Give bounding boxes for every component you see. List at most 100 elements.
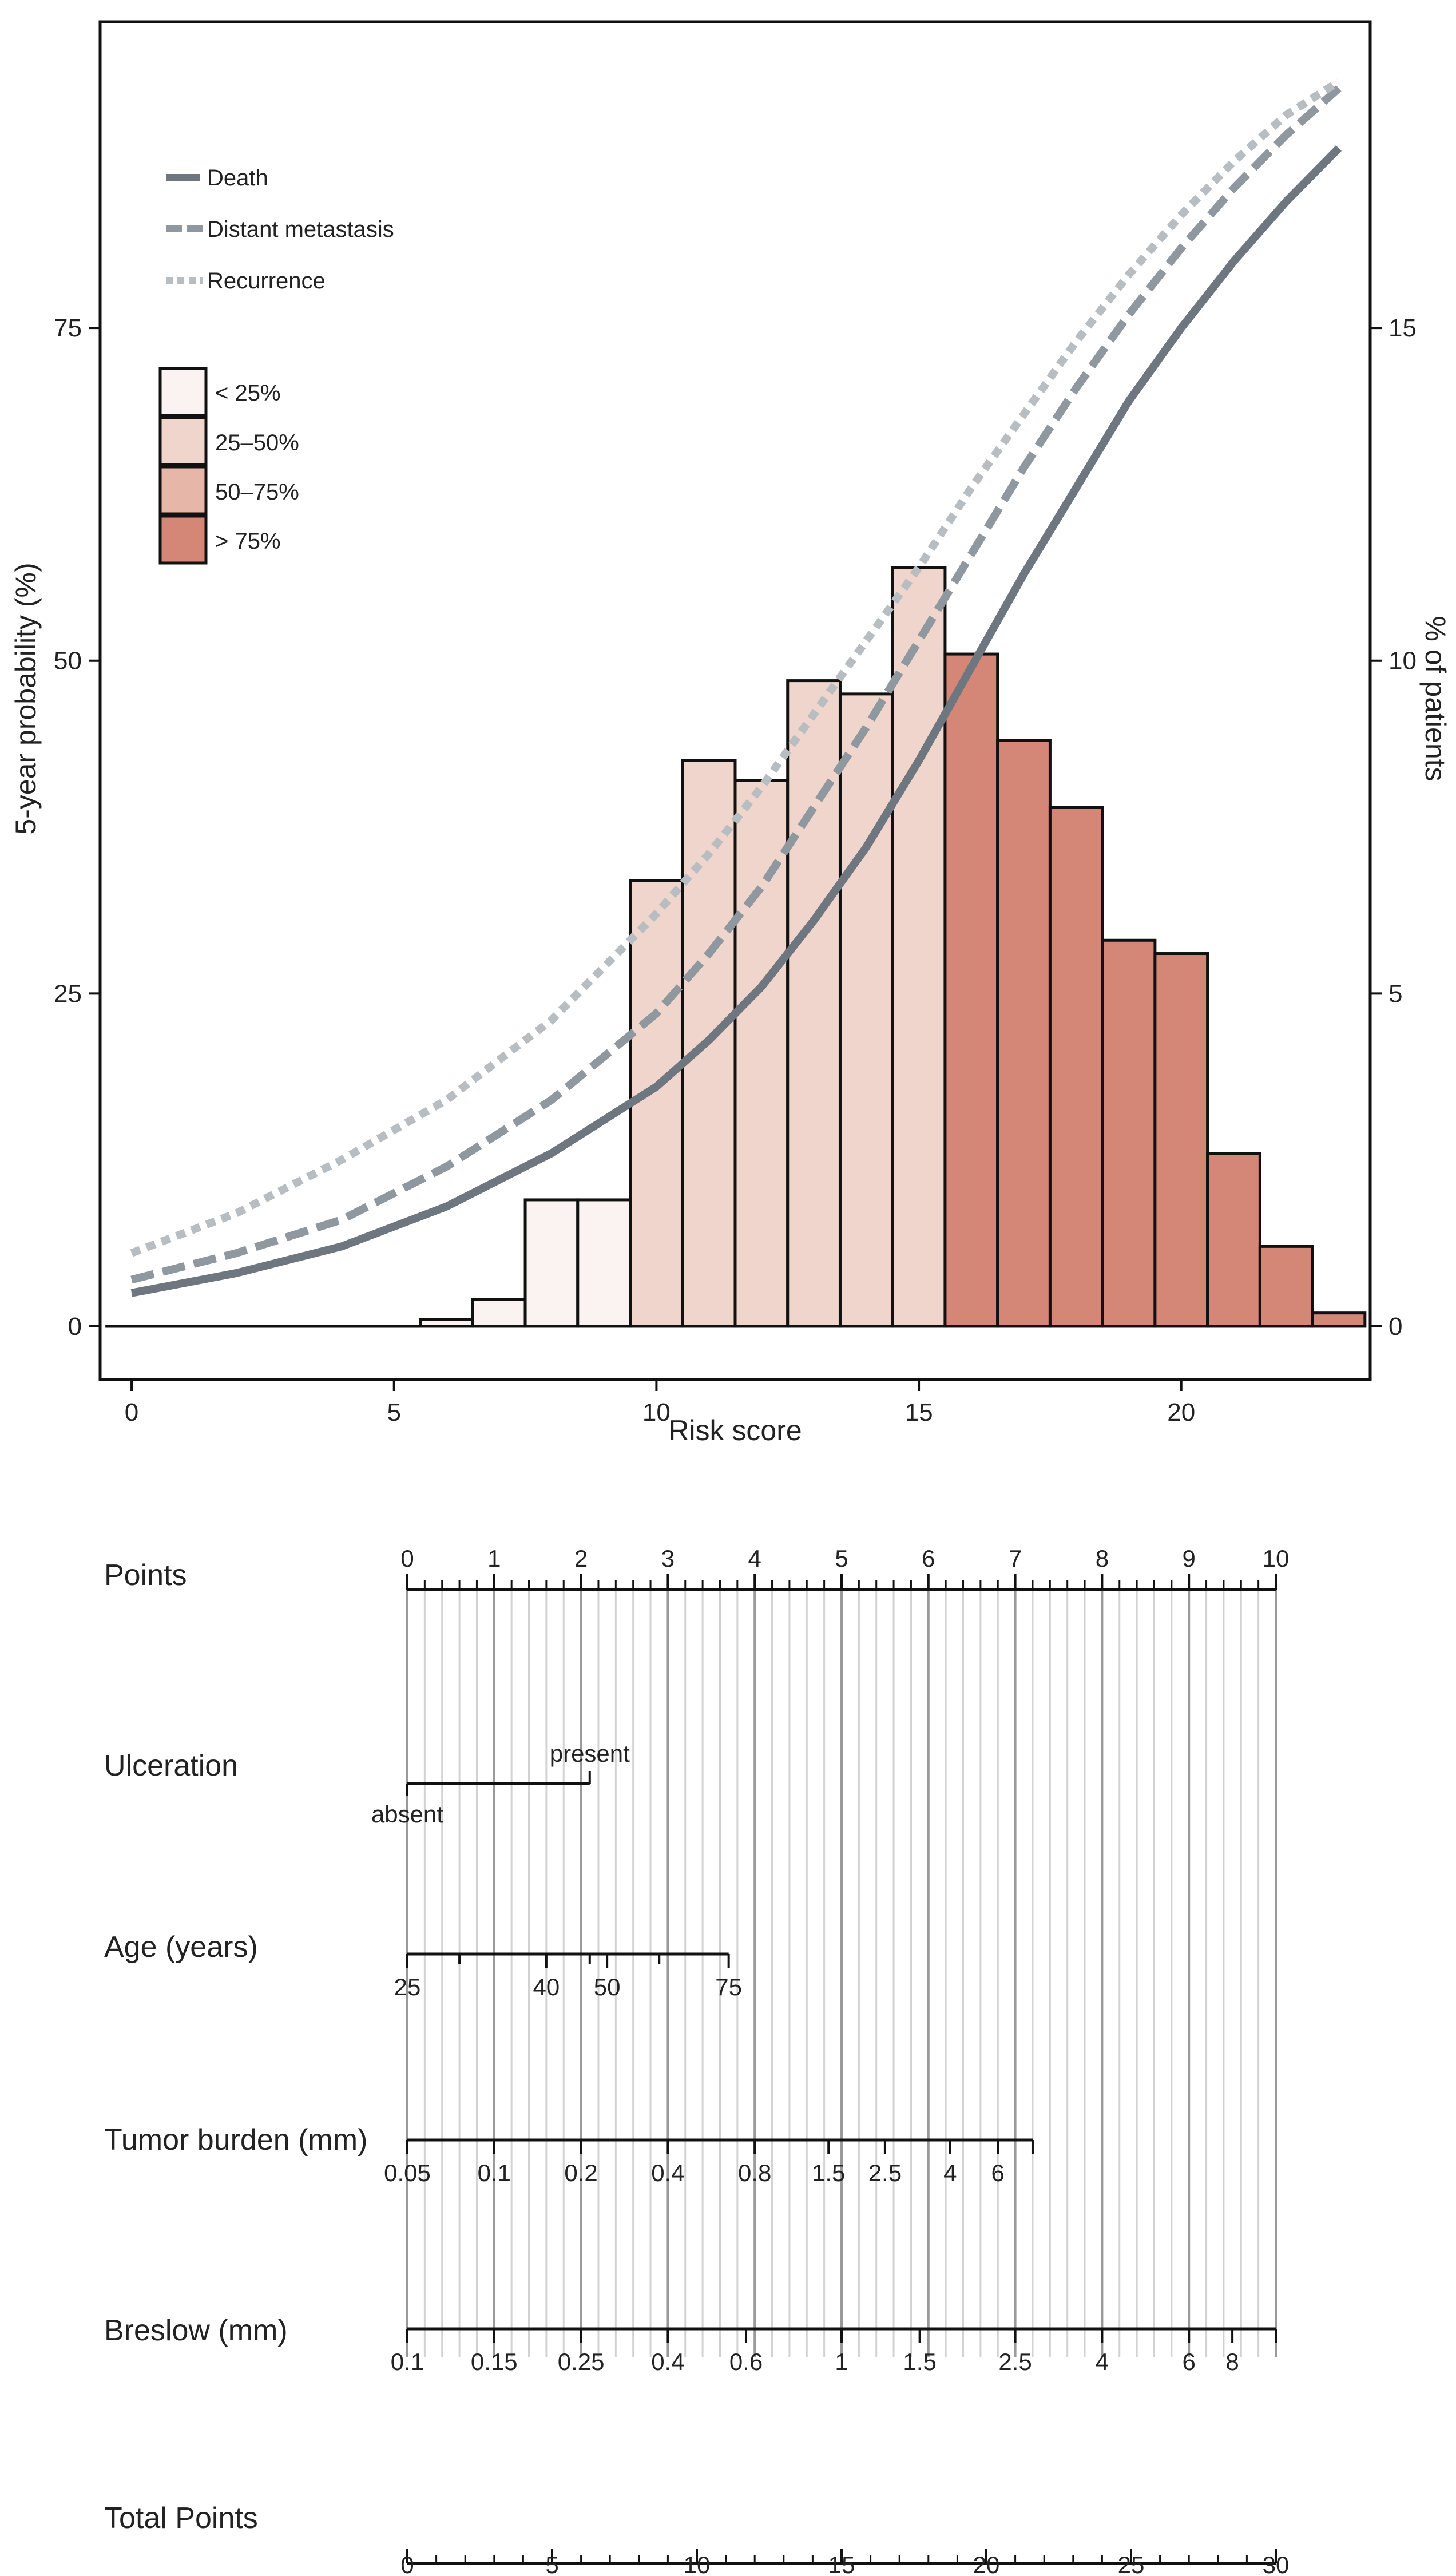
tumor-tick-label: 0.05 — [384, 2159, 431, 2186]
breslow-tick-label: 0.4 — [651, 2348, 684, 2375]
points-tick-label: 3 — [661, 1545, 675, 1572]
age-row-title: Age (years) — [104, 1931, 258, 1964]
histogram-bar — [471, 1298, 527, 1328]
tumor-burden-axis: 0.05 0.1 0.2 0.4 0.8 1.5 2.5 4 6 — [384, 2138, 1034, 2186]
total-points-row-title: Total Points — [104, 2502, 258, 2535]
legend-swatch-50-75 — [158, 465, 208, 516]
x-tick-label: 10 — [642, 1398, 671, 1426]
points-tick-label: 4 — [748, 1545, 761, 1572]
histogram-bar — [838, 692, 894, 1328]
histogram-bar — [1206, 1152, 1261, 1328]
legend-50-75-label: 50–75% — [215, 479, 299, 505]
legend-death-label: Death — [207, 165, 268, 191]
points-tick-label: 6 — [922, 1545, 935, 1572]
points-tick-label: 10 — [1263, 1545, 1290, 1572]
breslow-tick-label: 8 — [1225, 2348, 1239, 2375]
legend-swatch-25-50 — [158, 416, 208, 466]
total-tick-label: 5 — [545, 2551, 558, 2576]
legend-25-50-label: 25–50% — [215, 430, 299, 455]
nomogram: Points 0 1 2 3 4 5 6 7 8 9 10 Ulceration absentpre… — [104, 1545, 1289, 2576]
points-tick-label: 9 — [1183, 1545, 1196, 1572]
y-left-tick-label: 50 — [54, 647, 82, 675]
x-axis-title: Risk score — [668, 1414, 802, 1446]
y-right-tick-label: 0 — [1388, 1313, 1402, 1341]
total-tick-label: 25 — [1118, 2551, 1145, 2576]
points-row-title: Points — [104, 1559, 187, 1592]
y-right-tick-label: 10 — [1388, 647, 1417, 675]
legend-swatch-gt75 — [158, 514, 208, 565]
y-left-tick-label: 25 — [54, 980, 82, 1008]
histogram-bar — [1101, 938, 1157, 1328]
x-tick-label: 15 — [905, 1398, 933, 1426]
total-tick-label: 0 — [400, 2551, 414, 2576]
tumor-tick-label: 6 — [991, 2159, 1005, 2186]
nomogram-gridlines — [406, 1590, 1277, 2357]
total-tick-label: 10 — [684, 2551, 711, 2576]
x-tick-label: 20 — [1167, 1398, 1195, 1426]
y-right-tick-label: 15 — [1388, 314, 1417, 342]
histogram-bar — [733, 779, 790, 1328]
histogram-bar — [943, 652, 999, 1328]
points-axis: 0 1 2 3 4 5 6 7 8 9 10 — [400, 1545, 1290, 1591]
y-axis-left-title: 5-year probability (%) — [10, 562, 42, 834]
ulceration-axis: absent present — [371, 1740, 630, 1828]
histogram-bar — [996, 739, 1052, 1328]
y-right-tick-label: 5 — [1388, 980, 1402, 1008]
legend: Death Distant metastasis Recurrence < 25… — [158, 165, 394, 565]
legend-gt75-label: > 75% — [215, 529, 281, 554]
breslow-tick-label: 0.25 — [558, 2348, 605, 2375]
ulceration-present-label: present — [550, 1740, 630, 1767]
histogram-bar — [786, 679, 842, 1328]
y-left-tick-label: 0 — [68, 1313, 82, 1341]
breslow-tick-label: 1.5 — [903, 2348, 936, 2375]
x-tick-label: 0 — [125, 1398, 138, 1426]
histogram-bar — [1048, 806, 1104, 1328]
tumor-tick-label: 0.4 — [651, 2159, 684, 2186]
tumor-tick-label: 0.1 — [478, 2159, 511, 2186]
breslow-tick-label: 2.5 — [998, 2348, 1032, 2375]
plot-frame — [98, 20, 1372, 1381]
probability-curves — [130, 78, 1342, 1297]
curve-death — [130, 145, 1342, 1297]
points-tick-label: 7 — [1009, 1545, 1022, 1572]
age-tick-label: 40 — [533, 1973, 560, 2000]
curve-recurrence — [130, 78, 1341, 1257]
legend-distant-metastasis-label: Distant metastasis — [207, 217, 394, 242]
ulceration-row-title: Ulceration — [104, 1749, 238, 1782]
age-tick-label: 50 — [594, 1973, 621, 2000]
histogram-bar — [1311, 1311, 1367, 1328]
y-left-tick-label: 75 — [54, 314, 82, 342]
points-tick-label: 0 — [400, 1545, 414, 1572]
histogram-bar — [523, 1198, 580, 1328]
total-tick-label: 30 — [1263, 2551, 1290, 2576]
points-tick-label: 2 — [574, 1545, 588, 1572]
points-tick-label: 5 — [835, 1545, 848, 1572]
breslow-tick-label: 4 — [1096, 2348, 1109, 2375]
tumor-tick-label: 4 — [943, 2159, 957, 2186]
age-tick-label: 75 — [715, 1973, 742, 2000]
breslow-tick-label: 6 — [1183, 2348, 1196, 2375]
histogram-bar — [1258, 1245, 1314, 1328]
legend-recurrence-label: Recurrence — [207, 268, 326, 294]
age-axis: 25 40 50 75 — [394, 1952, 742, 2000]
legend-swatch-lt25 — [158, 367, 208, 417]
tumor-tick-label: 2.5 — [868, 2159, 902, 2186]
points-tick-label: 8 — [1096, 1545, 1109, 1572]
y-axis-right-title: % of patients — [1419, 616, 1451, 781]
tumor-burden-row-title: Tumor burden (mm) — [104, 2123, 367, 2157]
histogram-bar — [891, 566, 947, 1328]
tumor-tick-label: 0.8 — [738, 2159, 771, 2186]
histogram-bar — [1153, 952, 1209, 1328]
curve-distant-metastasis — [130, 85, 1342, 1284]
ulceration-absent-label: absent — [371, 1801, 443, 1828]
breslow-tick-label: 0.6 — [729, 2348, 763, 2375]
axes: 0 5 10 15 20 0 25 50 75 0 5 10 15 — [54, 314, 1417, 1426]
histogram-bar — [576, 1198, 632, 1328]
histogram-bar — [419, 1318, 474, 1328]
risk-score-chart: 0 5 10 15 20 0 25 50 75 0 5 10 15 Risk score 5-year … — [10, 20, 1451, 1446]
x-tick-label: 5 — [387, 1398, 400, 1426]
total-tick-label: 20 — [973, 2551, 1000, 2576]
breslow-row-title: Breslow (mm) — [104, 2314, 288, 2347]
total-tick-label: 15 — [828, 2551, 855, 2576]
